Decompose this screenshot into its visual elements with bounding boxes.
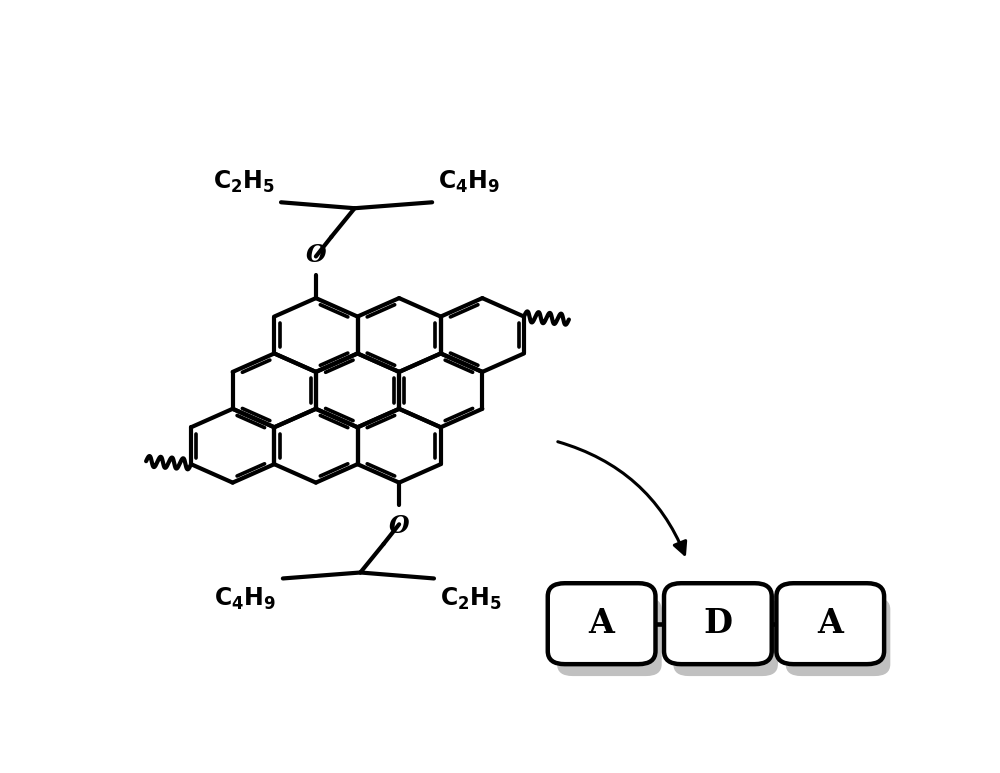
FancyBboxPatch shape bbox=[664, 583, 772, 664]
Text: $\mathbf{C_2H_5}$: $\mathbf{C_2H_5}$ bbox=[213, 169, 275, 195]
Text: O: O bbox=[306, 243, 326, 267]
Text: $\mathbf{C_2H_5}$: $\mathbf{C_2H_5}$ bbox=[440, 586, 502, 611]
FancyBboxPatch shape bbox=[673, 598, 778, 676]
FancyBboxPatch shape bbox=[557, 598, 662, 676]
Text: A: A bbox=[817, 607, 843, 640]
Text: A: A bbox=[589, 607, 615, 640]
Text: $\mathbf{C_4H_9}$: $\mathbf{C_4H_9}$ bbox=[214, 586, 277, 611]
FancyBboxPatch shape bbox=[786, 598, 890, 676]
FancyBboxPatch shape bbox=[776, 583, 884, 664]
FancyBboxPatch shape bbox=[548, 583, 655, 664]
Text: $\mathbf{C_4H_9}$: $\mathbf{C_4H_9}$ bbox=[438, 169, 501, 195]
Text: O: O bbox=[389, 513, 409, 537]
Text: D: D bbox=[703, 607, 732, 640]
FancyArrowPatch shape bbox=[558, 441, 686, 554]
